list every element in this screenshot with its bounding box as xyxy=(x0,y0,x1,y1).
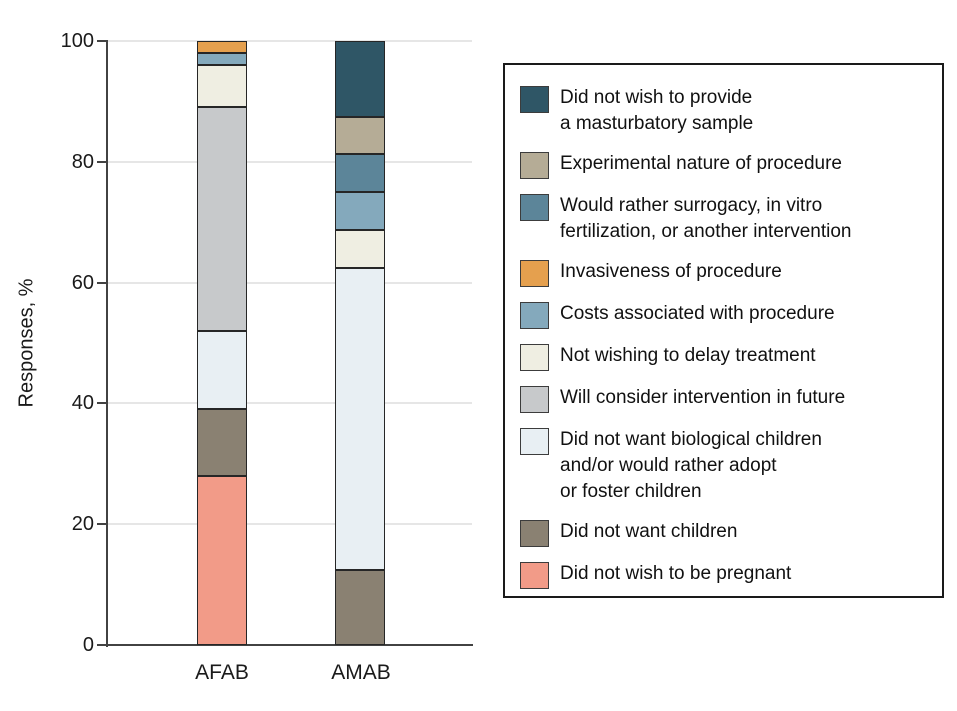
bar-segment xyxy=(335,154,385,192)
legend-label: Did not wish to be pregnant xyxy=(560,563,792,584)
y-tick-label: 80 xyxy=(71,150,94,173)
y-tick-label: 40 xyxy=(71,392,94,415)
legend-item: Did not wish to provide a masturbatory s… xyxy=(520,85,930,137)
gridline xyxy=(107,281,472,284)
legend-swatch xyxy=(520,260,549,287)
legend-swatch xyxy=(520,386,549,413)
gridline xyxy=(107,402,472,405)
legend-label: Invasiveness of procedure xyxy=(560,261,782,282)
legend-item: Not wishing to delay treatment xyxy=(520,343,930,371)
bar-segment xyxy=(197,65,247,108)
bar-segment xyxy=(335,229,385,268)
legend-item: Costs associated with procedure xyxy=(520,301,930,329)
legend-item: Would rather surrogacy, in vitro fertili… xyxy=(520,193,930,245)
legend-swatch xyxy=(520,428,549,455)
bar-segment xyxy=(335,267,385,570)
legend-swatch xyxy=(520,344,549,371)
bar-segment xyxy=(335,192,385,230)
legend-swatch xyxy=(520,86,549,113)
bar-segment xyxy=(197,475,247,645)
legend-item: Did not want children xyxy=(520,519,930,547)
y-tick-label: 0 xyxy=(82,634,94,656)
y-axis-title: Responses, % xyxy=(15,278,38,408)
y-tick xyxy=(97,281,107,284)
gridline xyxy=(107,160,472,163)
legend-label: Did not wish to provide a masturbatory s… xyxy=(560,87,754,134)
y-tick-label: 100 xyxy=(60,30,94,52)
bar-segment xyxy=(335,41,385,117)
y-tick-label: 20 xyxy=(71,513,94,536)
y-tick-label: 60 xyxy=(71,271,94,294)
legend-label: Did not want biological children and/or … xyxy=(560,429,822,502)
legend-label: Will consider intervention in future xyxy=(560,387,846,408)
legend-swatch xyxy=(520,194,549,221)
legend-item: Did not wish to be pregnant xyxy=(520,561,930,589)
legend-item: Did not want biological children and/or … xyxy=(520,427,930,505)
bar-segment xyxy=(197,53,247,66)
y-tick xyxy=(97,523,107,526)
legend-label: Not wishing to delay treatment xyxy=(560,345,816,366)
x-axis-line xyxy=(106,644,473,646)
legend-swatch xyxy=(520,520,549,547)
legend-label: Would rather surrogacy, in vitro fertili… xyxy=(560,195,852,242)
bar-segment xyxy=(335,569,385,645)
x-axis-label-afab: AFAB xyxy=(195,661,249,684)
gridline xyxy=(107,523,472,526)
legend-swatch xyxy=(520,152,549,179)
gridline xyxy=(107,40,472,42)
y-tick xyxy=(97,402,107,405)
bar-segment xyxy=(335,116,385,155)
bar-segment xyxy=(197,409,247,476)
legend-box: Did not wish to provide a masturbatory s… xyxy=(503,63,944,598)
y-tick xyxy=(97,160,107,163)
bar-segment xyxy=(197,330,247,410)
y-axis-line xyxy=(106,40,108,647)
legend-item: Will consider intervention in future xyxy=(520,385,930,413)
legend-swatch xyxy=(520,562,549,589)
legend-label: Did not want children xyxy=(560,521,738,542)
stacked-bar-afab xyxy=(197,41,247,645)
legend-item: Invasiveness of procedure xyxy=(520,259,930,287)
legend-label: Experimental nature of procedure xyxy=(560,153,842,174)
stacked-bar-amab xyxy=(335,41,385,645)
y-tick xyxy=(97,40,107,42)
legend-item: Experimental nature of procedure xyxy=(520,151,930,179)
y-tick xyxy=(97,644,107,646)
bar-segment xyxy=(197,107,247,331)
legend-label: Costs associated with procedure xyxy=(560,303,835,324)
bar-segment xyxy=(197,41,247,54)
x-axis-label-amab: AMAB xyxy=(331,661,391,684)
legend-swatch xyxy=(520,302,549,329)
